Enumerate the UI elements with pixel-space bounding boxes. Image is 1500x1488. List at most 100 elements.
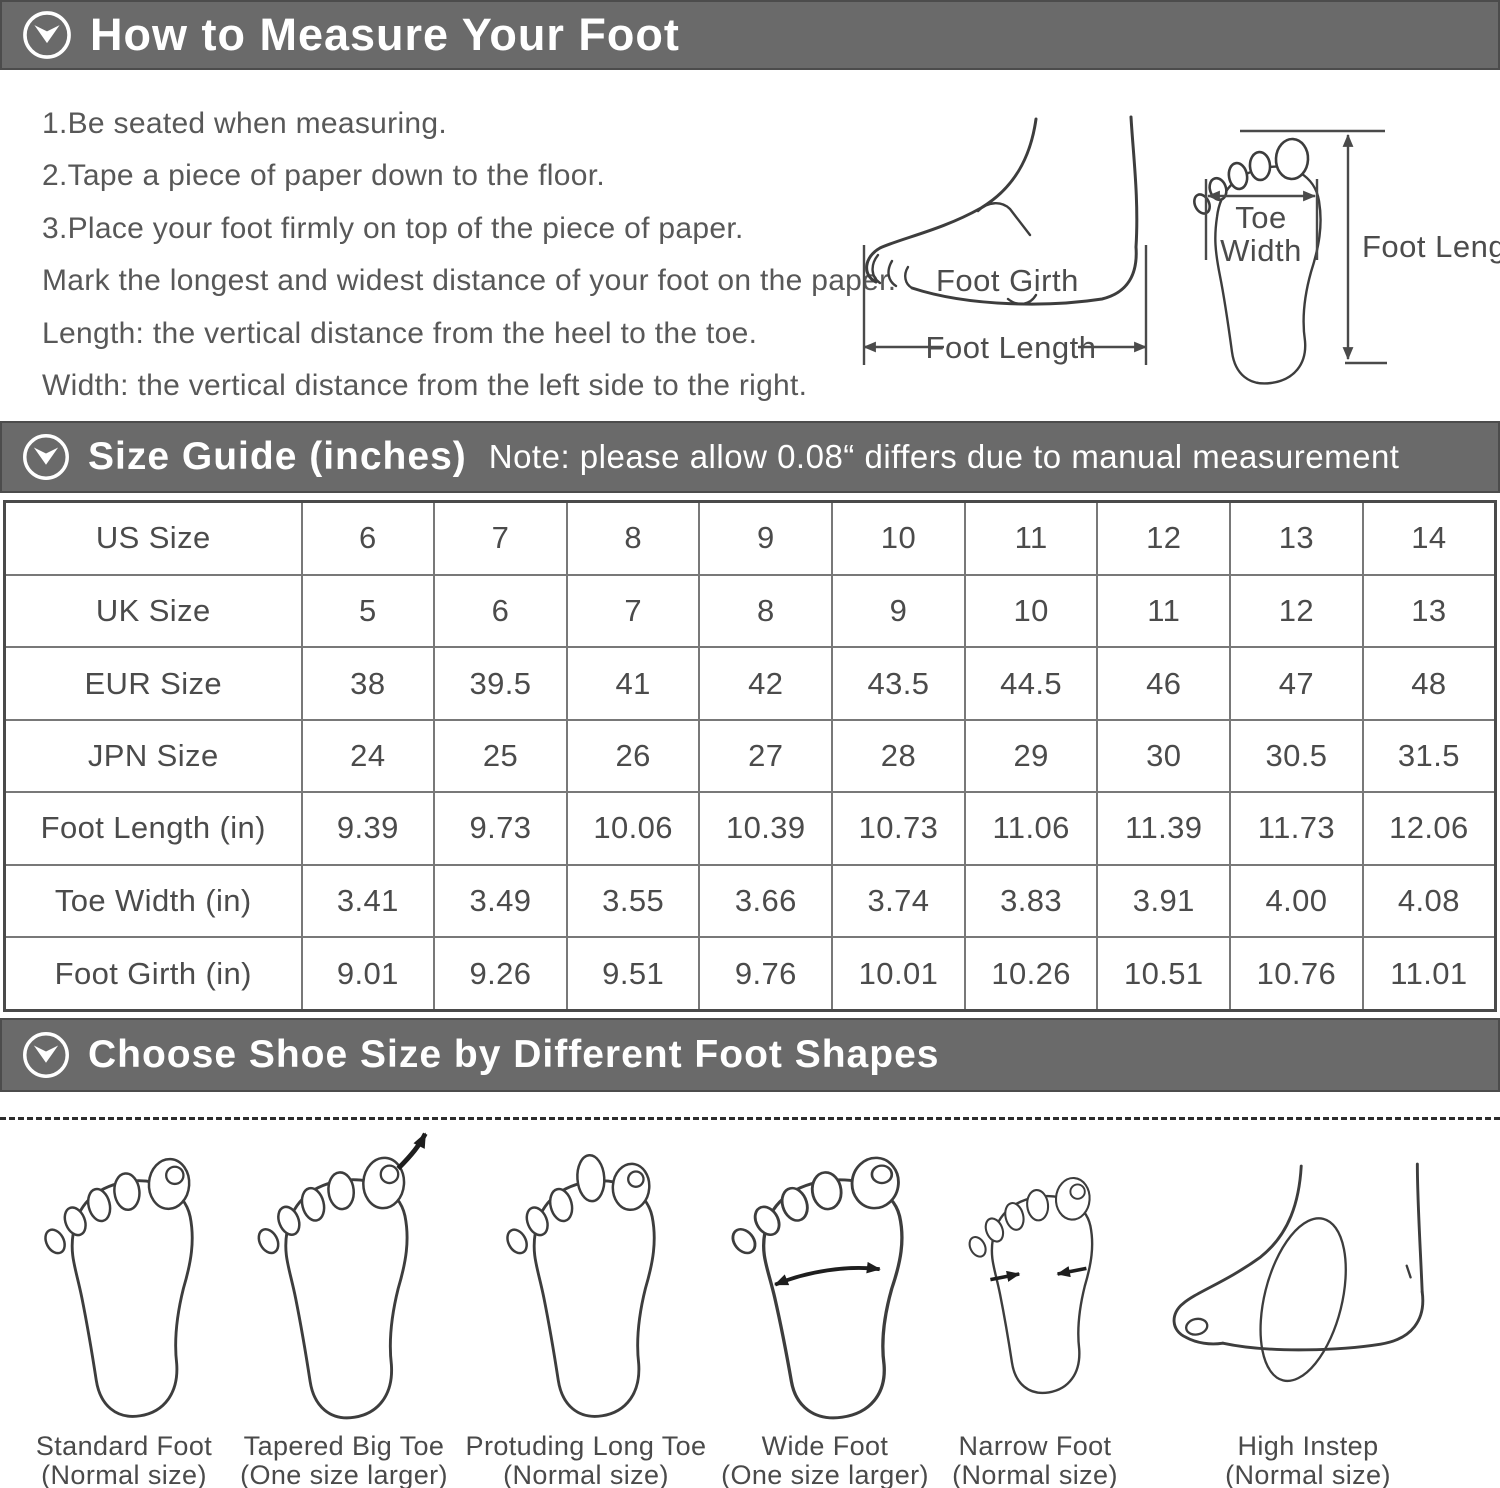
table-cell: 9.39 [300, 791, 436, 866]
table-cell: 41 [565, 646, 701, 721]
shape-size-note: (Normal size) [1225, 1460, 1391, 1488]
side-foot-drawing [865, 115, 1139, 306]
table-cell: 11.06 [963, 791, 1099, 866]
table-cell: 11.01 [1361, 936, 1497, 1012]
table-cell: 3.55 [565, 863, 701, 939]
table-cell: 10.01 [831, 936, 966, 1012]
table-cell: 11.73 [1229, 791, 1364, 866]
table-cell: 6 [433, 573, 568, 649]
table-cell: 25 [433, 718, 568, 794]
high-instep-illustration [1158, 1152, 1458, 1429]
shape-label-standard-foot: Standard Foot (Normal size) [4, 1432, 244, 1488]
instruction-line-6: Width: the vertical distance from the le… [42, 369, 808, 403]
shape-size-note: (Normal size) [503, 1460, 669, 1488]
instruction-line-1: 1.Be seated when measuring. [42, 107, 448, 140]
table-cell: 9.73 [433, 791, 568, 866]
shape-size-note: (Normal size) [41, 1460, 207, 1488]
top-foot-measurement: Toe Width Foot Length [1204, 129, 1500, 365]
table-cell: 12 [1229, 573, 1364, 649]
table-cell: 27 [698, 718, 834, 794]
table-row-foot-girth: Foot Girth (in) 9.01 9.26 9.51 9.76 10.0… [3, 936, 1497, 1012]
table-cell: 4.08 [1361, 863, 1497, 939]
table-cell: 9.51 [565, 936, 701, 1012]
table-row-foot-length: Foot Length (in) 9.39 9.73 10.06 10.39 1… [3, 791, 1497, 866]
table-cell: 10.06 [565, 791, 701, 866]
table-row-toe-width: Toe Width (in) 3.41 3.49 3.55 3.66 3.74 … [3, 863, 1497, 939]
size-guide-note: Note: please allow 0.08“ differs due to … [488, 438, 1400, 475]
table-cell: 12.06 [1361, 791, 1497, 866]
shape-name: Tapered Big Toe [243, 1431, 445, 1461]
table-cell: 43.5 [831, 646, 966, 721]
shape-label-high-instep: High Instep (Normal size) [1188, 1432, 1428, 1488]
shape-name: Narrow Foot [958, 1431, 1112, 1461]
size-table: US Size 6 7 8 9 10 11 12 13 14 UK Size 5… [3, 500, 1497, 1012]
row-label: Toe Width (in) [3, 863, 303, 939]
dashed-divider [0, 1117, 1500, 1120]
table-cell: 29 [963, 718, 1099, 794]
instruction-line-2: 2.Tape a piece of paper down to the floo… [42, 159, 605, 193]
table-cell: 47 [1229, 646, 1364, 721]
table-cell: 9 [698, 500, 834, 576]
table-cell: 38 [300, 646, 436, 721]
table-cell: 10 [963, 573, 1099, 649]
section-header-how-to-measure: How to Measure Your Foot [0, 0, 1500, 70]
narrow-foot-illustration [960, 1124, 1112, 1429]
row-label: JPN Size [3, 718, 303, 794]
table-cell: 10.39 [698, 791, 834, 866]
table-cell: 30.5 [1229, 718, 1364, 794]
table-cell: 11 [963, 500, 1099, 576]
table-cell: 9.76 [698, 936, 834, 1012]
shape-name: Wide Foot [761, 1431, 889, 1461]
table-cell: 30 [1096, 718, 1232, 794]
side-foot-measurement: Foot Girth Foot Length [862, 245, 1148, 365]
row-label: UK Size [3, 573, 303, 649]
table-cell: 10 [831, 500, 966, 576]
table-cell: 7 [565, 573, 701, 649]
row-label: Foot Girth (in) [3, 936, 303, 1012]
table-cell: 3.49 [433, 863, 568, 939]
shape-size-note: (One size larger) [721, 1460, 929, 1488]
table-row-jpn-size: JPN Size 24 25 26 27 28 29 30 30.5 31.5 [3, 718, 1497, 794]
table-cell: 11 [1096, 573, 1232, 649]
toe-width-label-line1: Toe [1235, 200, 1286, 235]
table-cell: 8 [565, 500, 701, 576]
table-cell: 3.41 [300, 863, 436, 939]
section-title-foot-shapes: Choose Shoe Size by Different Foot Shape… [88, 1033, 940, 1076]
foot-girth-label: Foot Girth [936, 263, 1079, 298]
protruding-long-toe-illustration [496, 1124, 678, 1429]
table-cell: 26 [565, 718, 701, 794]
table-cell: 3.66 [698, 863, 834, 939]
table-cell: 39.5 [433, 646, 568, 721]
table-cell: 3.74 [831, 863, 966, 939]
shape-name: Standard Foot [35, 1431, 213, 1461]
chevron-down-circle-icon [23, 434, 69, 480]
table-cell: 13 [1229, 500, 1364, 576]
section-header-foot-shapes: Choose Shoe Size by Different Foot Shape… [0, 1018, 1500, 1092]
table-cell: 8 [698, 573, 834, 649]
table-row-us-size: US Size 6 7 8 9 10 11 12 13 14 [3, 500, 1497, 576]
shape-name: High Instep [1237, 1431, 1379, 1461]
instruction-line-3: 3.Place your foot firmly on top of the p… [42, 211, 744, 245]
table-cell: 24 [300, 718, 436, 794]
standard-foot-illustration [34, 1124, 216, 1429]
table-cell: 7 [433, 500, 568, 576]
table-cell: 44.5 [963, 646, 1099, 721]
section-title-size-guide: Size Guide (inches) [88, 435, 467, 478]
table-cell: 14 [1361, 500, 1497, 576]
table-cell: 13 [1361, 573, 1497, 649]
instruction-line-4: Mark the longest and widest distance of … [42, 264, 897, 298]
table-cell: 42 [698, 646, 834, 721]
table-row-eur-size: EUR Size 38 39.5 41 42 43.5 44.5 46 47 4… [3, 646, 1497, 721]
tapered-big-toe-illustration [247, 1124, 441, 1429]
row-label: Foot Length (in) [3, 791, 303, 866]
toe-width-label-line2: Width [1220, 233, 1302, 268]
table-cell: 4.00 [1229, 863, 1364, 939]
wide-foot-illustration [722, 1124, 927, 1429]
foot-length-side-label: Foot Length [926, 330, 1097, 365]
table-cell: 10.73 [831, 791, 966, 866]
foot-length-top-label: Foot Length [1362, 229, 1500, 264]
table-cell: 10.51 [1096, 936, 1232, 1012]
row-label: US Size [3, 500, 303, 576]
table-cell: 10.26 [963, 936, 1099, 1012]
